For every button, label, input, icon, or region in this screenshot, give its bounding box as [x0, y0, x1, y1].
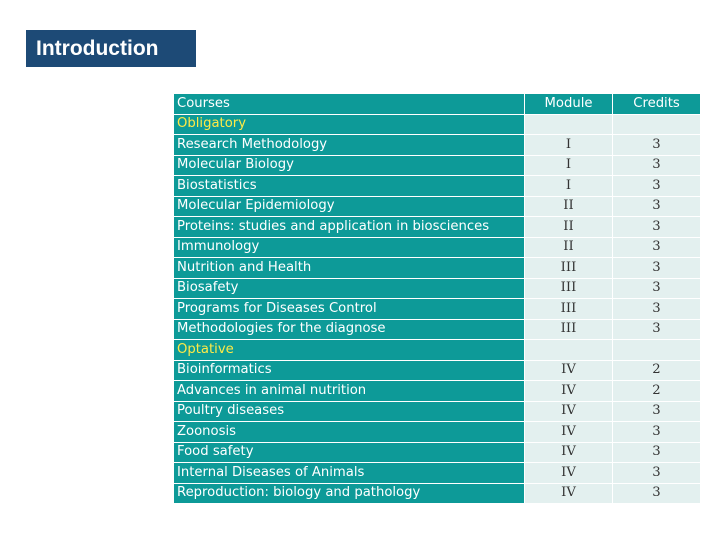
section-credits-cell [612, 113, 701, 135]
section-module-cell [524, 113, 613, 135]
course-name: Bioinformatics [173, 359, 525, 381]
course-name: Poultry diseases [173, 400, 525, 422]
course-credits: 3 [612, 298, 701, 320]
course-module: II [524, 236, 613, 258]
courses-table-body: Courses Module Credits Obligatory Researc… [173, 93, 701, 504]
course-name: Immunology [173, 236, 525, 258]
course-module: IV [524, 380, 613, 402]
courses-table: Courses Module Credits Obligatory Researc… [173, 93, 701, 504]
table-row: Reproduction: biology and pathology IV 3 [173, 482, 701, 504]
header-credits: Credits [612, 93, 701, 115]
section-row: Optative [173, 339, 701, 361]
table-header-row: Courses Module Credits [173, 93, 701, 115]
section-credits-cell [612, 339, 701, 361]
course-credits: 3 [612, 175, 701, 197]
course-credits: 3 [612, 441, 701, 463]
course-module: I [524, 154, 613, 176]
table-row: Poultry diseases IV 3 [173, 400, 701, 422]
course-name: Biostatistics [173, 175, 525, 197]
table-row: Immunology II 3 [173, 236, 701, 258]
course-module: IV [524, 441, 613, 463]
course-credits: 3 [612, 134, 701, 156]
course-name: Advances in animal nutrition [173, 380, 525, 402]
table-row: Methodologies for the diagnose III 3 [173, 318, 701, 340]
course-name: Biosafety [173, 277, 525, 299]
course-credits: 2 [612, 380, 701, 402]
table-row: Bioinformatics IV 2 [173, 359, 701, 381]
course-credits: 3 [612, 216, 701, 238]
course-module: IV [524, 400, 613, 422]
course-module: I [524, 134, 613, 156]
course-module: II [524, 195, 613, 217]
section-module-cell [524, 339, 613, 361]
course-credits: 3 [612, 462, 701, 484]
course-module: I [524, 175, 613, 197]
course-module: III [524, 298, 613, 320]
header-courses: Courses [173, 93, 525, 115]
course-name: Research Methodology [173, 134, 525, 156]
section-label: Obligatory [173, 113, 525, 135]
table-row: Molecular Epidemiology II 3 [173, 195, 701, 217]
course-name: Zoonosis [173, 421, 525, 443]
table-row: Biostatistics I 3 [173, 175, 701, 197]
courses-table-container: Courses Module Credits Obligatory Researc… [173, 93, 701, 504]
course-name: Reproduction: biology and pathology [173, 482, 525, 504]
course-credits: 2 [612, 359, 701, 381]
course-credits: 3 [612, 236, 701, 258]
table-row: Food safety IV 3 [173, 441, 701, 463]
course-credits: 3 [612, 400, 701, 422]
table-row: Proteins: studies and application in bio… [173, 216, 701, 238]
course-name: Internal Diseases of Animals [173, 462, 525, 484]
course-module: III [524, 257, 613, 279]
section-row: Obligatory [173, 113, 701, 135]
course-module: II [524, 216, 613, 238]
course-credits: 3 [612, 277, 701, 299]
course-credits: 3 [612, 482, 701, 504]
table-row: Research Methodology I 3 [173, 134, 701, 156]
course-module: III [524, 318, 613, 340]
section-label: Optative [173, 339, 525, 361]
table-row: Nutrition and Health III 3 [173, 257, 701, 279]
course-credits: 3 [612, 257, 701, 279]
course-module: IV [524, 421, 613, 443]
course-credits: 3 [612, 195, 701, 217]
course-module: IV [524, 359, 613, 381]
table-row: Programs for Diseases Control III 3 [173, 298, 701, 320]
course-module: III [524, 277, 613, 299]
course-name: Proteins: studies and application in bio… [173, 216, 525, 238]
course-name: Programs for Diseases Control [173, 298, 525, 320]
table-row: Internal Diseases of Animals IV 3 [173, 462, 701, 484]
course-name: Molecular Biology [173, 154, 525, 176]
table-row: Molecular Biology I 3 [173, 154, 701, 176]
course-credits: 3 [612, 318, 701, 340]
course-credits: 3 [612, 154, 701, 176]
course-module: IV [524, 482, 613, 504]
slide-title: Introduction [26, 30, 196, 67]
course-name: Nutrition and Health [173, 257, 525, 279]
table-row: Advances in animal nutrition IV 2 [173, 380, 701, 402]
course-name: Methodologies for the diagnose [173, 318, 525, 340]
course-module: IV [524, 462, 613, 484]
course-credits: 3 [612, 421, 701, 443]
course-name: Food safety [173, 441, 525, 463]
course-name: Molecular Epidemiology [173, 195, 525, 217]
table-row: Zoonosis IV 3 [173, 421, 701, 443]
table-row: Biosafety III 3 [173, 277, 701, 299]
header-module: Module [524, 93, 613, 115]
